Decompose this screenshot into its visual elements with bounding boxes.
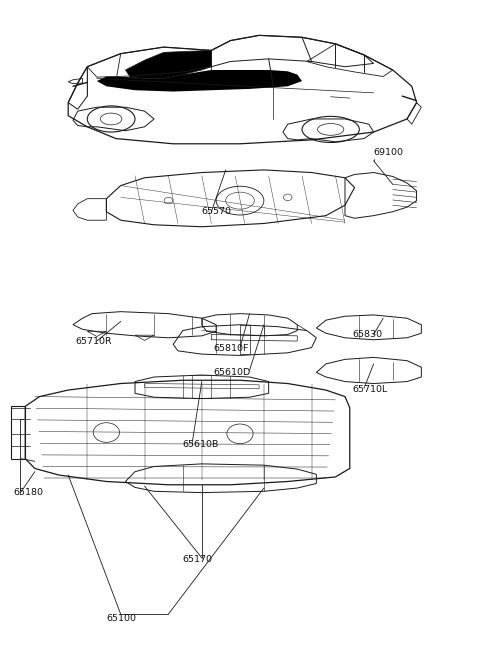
Polygon shape	[97, 70, 302, 92]
Text: 65170: 65170	[183, 556, 213, 564]
Text: 69100: 69100	[373, 148, 404, 157]
Text: 65610D: 65610D	[214, 368, 251, 377]
Text: 65710L: 65710L	[352, 385, 387, 394]
Text: 65830: 65830	[352, 330, 382, 339]
Polygon shape	[125, 51, 211, 79]
Text: 65710R: 65710R	[75, 337, 112, 346]
Text: 65810F: 65810F	[214, 344, 249, 354]
Text: 65570: 65570	[202, 207, 232, 216]
Text: 65100: 65100	[107, 614, 136, 623]
Text: 65610B: 65610B	[183, 440, 219, 449]
Text: 65180: 65180	[13, 488, 43, 497]
